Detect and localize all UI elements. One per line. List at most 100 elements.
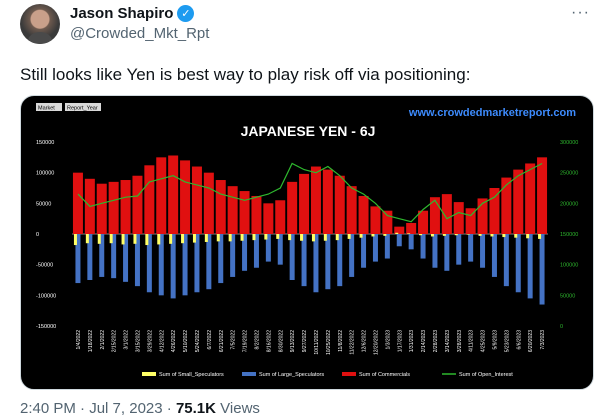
- large-speculators-bar: [289, 234, 295, 280]
- small-speculators-bar: [228, 234, 232, 242]
- large-speculators-bar: [242, 234, 248, 271]
- tweet-media[interactable]: Market Report_Year www.crowdedmarketreport…: [20, 95, 594, 390]
- commercials-bar: [168, 155, 179, 234]
- commercials-bar: [144, 165, 155, 234]
- commercials-bar: [370, 206, 381, 234]
- chart-title: JAPANESE YEN - 6J: [241, 123, 376, 139]
- small-speculators-bar: [466, 234, 470, 235]
- small-speculators-bar: [252, 234, 256, 241]
- category-tick-label: 1/17/2023: [397, 330, 403, 352]
- legend-label: Sum of Open_Interest: [459, 372, 513, 378]
- small-speculators-bar: [192, 234, 196, 243]
- category-tick-label: 1/3/2023: [385, 330, 391, 350]
- commercials-bar: [382, 210, 393, 234]
- large-speculators-bar: [432, 234, 438, 268]
- small-speculators-bar: [526, 234, 530, 239]
- tweet-date[interactable]: Jul 7, 2023: [89, 400, 163, 417]
- left-axis-tick-label: 150000: [36, 140, 54, 146]
- legend-swatch: [142, 372, 156, 376]
- commercials-bar: [191, 166, 202, 234]
- commercials-bar: [525, 163, 536, 234]
- large-speculators-bar: [87, 234, 93, 280]
- small-speculators-bar: [538, 234, 542, 239]
- commercials-bar: [477, 198, 488, 234]
- small-speculators-bar: [204, 234, 208, 242]
- commercials-bar: [358, 195, 369, 234]
- commercials-bar: [310, 166, 321, 234]
- small-speculators-bar: [73, 234, 77, 246]
- large-speculators-bar: [75, 234, 81, 284]
- commercials-bar: [239, 191, 250, 234]
- small-speculators-bar: [157, 234, 161, 245]
- filter-button: [36, 103, 62, 111]
- large-speculators-bar: [420, 234, 426, 259]
- category-tick-label: 2/15/2022: [112, 330, 118, 352]
- tweet-time[interactable]: 2:40 PM: [20, 400, 76, 417]
- small-speculators-bar: [454, 234, 458, 236]
- more-options-icon[interactable]: ···: [571, 4, 590, 21]
- small-speculators-bar: [145, 234, 149, 246]
- avatar[interactable]: [20, 4, 60, 44]
- large-speculators-bar: [349, 234, 355, 277]
- category-tick-label: 10/25/2022: [326, 330, 332, 355]
- small-speculators-bar: [181, 234, 185, 244]
- small-speculators-bar: [216, 234, 220, 242]
- commercials-bar: [441, 194, 452, 234]
- filter-button-label: Market: [38, 106, 55, 112]
- right-axis-tick-label: 300000: [560, 140, 578, 146]
- large-speculators-bar: [218, 234, 224, 284]
- commercials-bar: [108, 181, 119, 234]
- commercials-bar: [275, 200, 286, 234]
- commercials-bar: [322, 169, 333, 234]
- category-tick-label: 1/18/2022: [88, 330, 94, 352]
- commercials-bar: [72, 172, 83, 234]
- category-tick-label: 12/20/2022: [373, 330, 379, 355]
- large-speculators-bar: [301, 234, 307, 287]
- large-speculators-bar: [337, 234, 343, 287]
- large-speculators-bar: [491, 234, 497, 277]
- author-name[interactable]: Jason Shapiro: [70, 5, 174, 22]
- large-speculators-bar: [468, 234, 474, 262]
- large-speculators-bar: [396, 234, 402, 247]
- category-tick-label: 7/19/2022: [243, 330, 249, 352]
- chart-watermark: www.crowdedmarketreport.com: [408, 107, 576, 119]
- commercials-bar: [418, 210, 429, 234]
- category-tick-label: 6/20/2023: [528, 330, 534, 352]
- large-speculators-bar: [480, 234, 486, 268]
- category-tick-label: 9/13/2022: [290, 330, 296, 352]
- category-tick-label: 11/22/2022: [350, 330, 356, 355]
- small-speculators-bar: [407, 233, 411, 234]
- commercials-bar: [394, 226, 405, 234]
- small-speculators-bar: [502, 234, 506, 238]
- author-name-row[interactable]: Jason Shapiro ✓: [70, 5, 195, 22]
- commercials-bar: [215, 180, 226, 234]
- category-tick-label: 8/30/2022: [278, 330, 284, 352]
- small-speculators-bar: [240, 234, 244, 241]
- small-speculators-bar: [430, 234, 434, 237]
- views-label: Views: [220, 400, 260, 417]
- legend-swatch: [342, 372, 356, 376]
- commercials-bar: [406, 222, 417, 234]
- category-tick-label: 10/11/2022: [314, 330, 320, 355]
- commercials-bar: [203, 172, 214, 234]
- verified-badge-icon: ✓: [177, 5, 195, 22]
- category-tick-label: 4/26/2022: [171, 330, 177, 352]
- small-speculators-bar: [169, 234, 173, 244]
- large-speculators-bar: [134, 234, 140, 287]
- views-count: 75.1K: [175, 400, 216, 417]
- author-handle[interactable]: @Crowded_Mkt_Rpt: [70, 25, 210, 42]
- commercials-bar: [429, 197, 440, 234]
- large-speculators-bar: [515, 234, 521, 293]
- large-speculators-bar: [527, 234, 533, 299]
- large-speculators-bar: [384, 234, 390, 259]
- small-speculators-bar: [133, 234, 137, 244]
- category-tick-label: 2/28/2023: [433, 330, 439, 352]
- large-speculators-bar: [170, 234, 176, 299]
- tweet-text: Still looks like Yen is best way to play…: [20, 65, 471, 84]
- small-speculators-bar: [85, 234, 89, 244]
- large-speculators-bar: [111, 234, 117, 279]
- large-speculators-bar: [325, 234, 331, 290]
- small-speculators-bar: [109, 234, 113, 244]
- large-speculators-bar: [503, 234, 509, 287]
- small-speculators-bar: [335, 234, 339, 241]
